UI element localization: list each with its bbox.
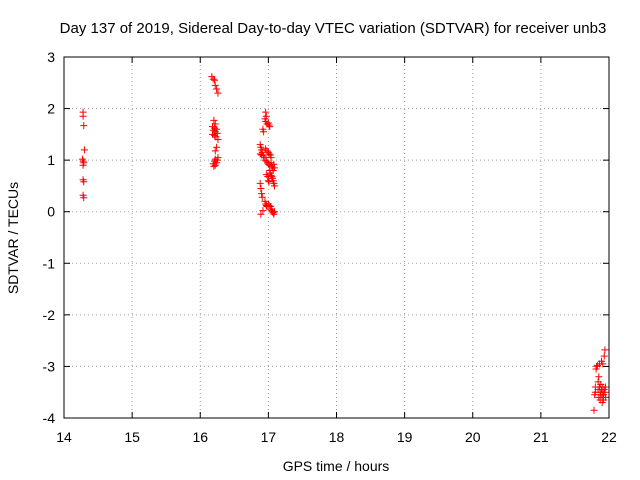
data-point (210, 116, 218, 124)
data-point (600, 352, 608, 360)
x-tick-label: 14 (56, 429, 72, 445)
data-point (79, 112, 87, 120)
data-point (211, 131, 219, 139)
x-tick-label: 18 (329, 429, 345, 445)
y-tick-label: -1 (43, 255, 56, 271)
data-point (265, 202, 273, 210)
data-point (211, 81, 219, 89)
data-point (602, 383, 610, 391)
y-axis-label: SDTVAR / TECUs (5, 182, 21, 294)
x-tick-label: 16 (192, 429, 208, 445)
data-point (258, 193, 266, 201)
data-point (211, 76, 219, 84)
data-point (266, 123, 274, 131)
data-point (269, 209, 277, 217)
data-point (257, 210, 265, 218)
data-point (265, 150, 273, 158)
data-point (602, 393, 610, 401)
data-point (80, 178, 88, 186)
data-point (265, 121, 273, 129)
data-point (210, 162, 218, 170)
data-point (213, 85, 221, 93)
x-tick-label: 21 (533, 429, 549, 445)
x-tick-label: 20 (465, 429, 481, 445)
y-tick-label: 0 (47, 204, 55, 220)
y-tick-label: -3 (43, 358, 56, 374)
data-point (262, 108, 270, 116)
data-point (262, 112, 270, 120)
data-point (264, 177, 272, 185)
data-point (214, 136, 222, 144)
data-point (271, 208, 279, 216)
data-point (80, 122, 88, 130)
data-point (590, 406, 598, 414)
data-point (80, 146, 88, 154)
axis-ticks: 14 15 16 17 18 19 20 21 22 -4 -3 -2 -1 0 1 2 3 (43, 49, 617, 445)
data-point (260, 152, 268, 160)
data-point (271, 164, 279, 172)
data-point (270, 160, 278, 168)
data-point (264, 173, 272, 181)
data-point (80, 194, 88, 202)
data-point (79, 161, 87, 169)
data-point (256, 179, 264, 187)
data-point (595, 373, 603, 381)
data-point (601, 388, 609, 396)
x-tick-label: 17 (261, 429, 277, 445)
data-point (213, 143, 221, 151)
data-point (259, 207, 267, 215)
chart-title: Day 137 of 2019, Sidereal Day-to-day VTE… (60, 20, 607, 37)
data-point (211, 161, 219, 169)
data-point (271, 182, 279, 190)
data-point (211, 147, 219, 155)
data-point (214, 89, 222, 97)
data-point (257, 185, 265, 193)
x-axis-label: GPS time / hours (283, 458, 390, 474)
x-tick-label: 19 (397, 429, 413, 445)
y-tick-label: 2 (47, 101, 55, 117)
y-tick-label: 1 (47, 152, 55, 168)
data-points (78, 73, 610, 414)
y-tick-label: -2 (43, 307, 56, 323)
x-tick-label: 22 (601, 429, 617, 445)
x-tick-label: 15 (124, 429, 140, 445)
data-point (601, 346, 609, 354)
data-point (265, 178, 273, 186)
data-point (209, 75, 217, 83)
data-point (258, 190, 266, 198)
data-point (599, 360, 607, 368)
y-tick-label: 3 (47, 49, 55, 65)
grid (64, 57, 609, 418)
y-tick-label: -4 (43, 410, 56, 426)
data-point (260, 128, 268, 136)
